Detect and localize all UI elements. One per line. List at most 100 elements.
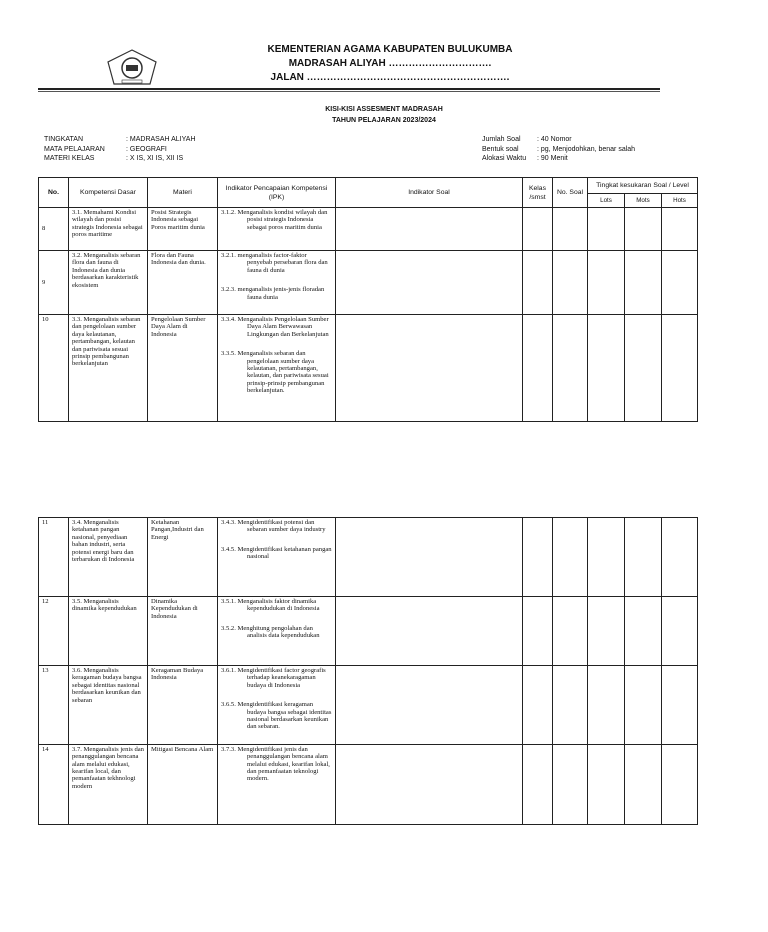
cell-materi: Flora dan Fauna Indonesia dan dunia. — [147, 249, 218, 316]
cell-no-soal[interactable] — [552, 743, 588, 825]
cell-no-soal[interactable] — [552, 665, 588, 745]
cell-indikator-soal[interactable] — [335, 314, 523, 423]
col-mots: Mots — [624, 193, 662, 208]
meta-row: Alokasi Waktu: 90 Menit — [482, 154, 635, 164]
cell-mots[interactable] — [624, 249, 662, 316]
cell-hots[interactable] — [661, 207, 698, 251]
ipk-item: 3.4.3. Mengidentifikasi potensi dan seba… — [221, 519, 326, 534]
ipk-item: 3.2.3. menganalisis jenis-jenis floradan… — [221, 286, 325, 301]
meta-row: TINGKATAN : MADRASAH ALIYAH — [44, 135, 196, 145]
cell-hots[interactable] — [661, 743, 698, 825]
cell-materi: Pengelolaan Sumber Daya Alam di Indonesi… — [147, 314, 218, 423]
cell-no-soal[interactable] — [552, 596, 588, 666]
meta-right: Jumlah Soal: 40 Nomor Bentuk soal: pg, Me… — [482, 135, 635, 164]
kisi-table-2: 11 3.4. Menganalisis ketahanan pangan nas… — [38, 517, 698, 825]
meta-row: MATA PELAJARAN: GEOGRAFI — [44, 145, 196, 155]
cell-ipk: 3.2.1. menganalisis factor-faktor penyeb… — [217, 249, 336, 316]
meta-row: Jumlah Soal: 40 Nomor — [482, 135, 635, 145]
cell-kd: 3.7. Menganalisis jenis dan penanggulang… — [68, 743, 148, 825]
header-rule — [38, 88, 660, 90]
cell-mots[interactable] — [624, 743, 662, 825]
ipk-item: 3.2.1. menganalisis factor-faktor penyeb… — [221, 252, 328, 274]
meta-label: TINGKATAN — [44, 136, 84, 143]
cell-lots[interactable] — [587, 596, 625, 666]
meta-row: Bentuk soal: pg, Menjodohkan, benar sala… — [482, 145, 635, 155]
cell-indikator-soal[interactable] — [335, 249, 523, 316]
meta-label: MATA PELAJARAN — [44, 145, 105, 153]
cell-lots[interactable] — [587, 249, 625, 316]
meta-value: : MADRASAH ALIYAH — [126, 136, 196, 143]
col-ipk: Indikator Pencapaian Kompetensi (IPK) — [217, 177, 336, 208]
cell-mots[interactable] — [624, 665, 662, 745]
cell-no: 9 — [38, 249, 69, 316]
cell-indikator-soal[interactable] — [335, 743, 523, 825]
cell-mots[interactable] — [624, 314, 662, 423]
cell-ipk: 3.4.3. Mengidentifikasi potensi dan seba… — [217, 517, 336, 597]
cell-hots[interactable] — [661, 517, 698, 597]
table-row: 9 3.2. Menganalisis sebaran flora dan fau… — [38, 249, 698, 316]
cell-ipk: 3.5.1. Menganalisis faktor dinamika kepe… — [217, 596, 336, 666]
cell-kelas[interactable] — [522, 743, 553, 825]
col-hots: Hots — [661, 193, 698, 208]
cell-no: 8 — [38, 207, 69, 251]
table-row: 12 3.5. Menganalisis dinamika kependuduka… — [38, 596, 698, 666]
cell-lots[interactable] — [587, 314, 625, 423]
table-row: 14 3.7. Menganalisis jenis dan penanggula… — [38, 743, 698, 825]
ipk-item: 3.5.1. Menganalisis faktor dinamika kepe… — [221, 598, 320, 613]
cell-hots[interactable] — [661, 249, 698, 316]
cell-hots[interactable] — [661, 665, 698, 745]
cell-kd: 3.1. Memahami Kondisi wilayah dan posisi… — [68, 207, 148, 251]
ipk-item: 3.4.5. Mengidentifikasi ketahanan pangan… — [221, 545, 332, 561]
cell-kelas[interactable] — [522, 314, 553, 423]
cell-indikator-soal[interactable] — [335, 665, 523, 745]
header-line3: JALAN ……………………………………………………. — [270, 72, 510, 83]
cell-hots[interactable] — [661, 314, 698, 423]
table-row: 11 3.4. Menganalisis ketahanan pangan nas… — [38, 517, 698, 597]
cell-kelas[interactable] — [522, 517, 553, 597]
ipk-item: 3.5.2. Menghitung pengolahan dan analisi… — [221, 624, 320, 640]
ipk-item: 3.6.1. Mengidentifikasi factor geografis… — [221, 667, 326, 689]
meta-label: MATERI KELAS — [44, 155, 95, 162]
cell-kelas[interactable] — [522, 665, 553, 745]
table-row: 10 3.3. Menganalisis sebaran dan pengelol… — [38, 314, 698, 423]
cell-kelas[interactable] — [522, 249, 553, 316]
cell-materi: Dinamika Kependudukan di Indonesia — [147, 596, 218, 666]
header-line1: KEMENTERIAN AGAMA KABUPATEN BULUKUMBA — [267, 44, 513, 55]
cell-ipk: 3.6.1. Mengidentifikasi factor geografis… — [217, 665, 336, 745]
cell-no-soal[interactable] — [552, 207, 588, 251]
ipk-item: 3.3.4. Menganalisis Pengelolaan Sumber D… — [221, 316, 329, 338]
cell-mots[interactable] — [624, 207, 662, 251]
header-line2: MADRASAH ALIYAH …………………………. — [288, 58, 492, 69]
cell-no-soal[interactable] — [552, 249, 588, 316]
cell-indikator-soal[interactable] — [335, 596, 523, 666]
cell-lots[interactable] — [587, 207, 625, 251]
cell-mots[interactable] — [624, 517, 662, 597]
cell-mots[interactable] — [624, 596, 662, 666]
cell-no: 14 — [38, 743, 69, 825]
ipk-item: 3.3.5. Menganalisis sebaran dan pengelol… — [221, 350, 329, 395]
meta-label: Jumlah Soal — [482, 136, 521, 143]
cell-indikator-soal[interactable] — [335, 517, 523, 597]
cell-kelas[interactable] — [522, 207, 553, 251]
cell-indikator-soal[interactable] — [335, 207, 523, 251]
ipk-item: 3.1.2. Menganalisis kondisi wilayah dan … — [221, 209, 328, 231]
cell-ipk: 3.3.4. Menganalisis Pengelolaan Sumber D… — [217, 314, 336, 423]
meta-value: : 90 Menit — [537, 155, 568, 162]
cell-materi: Posisi Strategis Indonesia sebagai Poros… — [147, 207, 218, 251]
cell-no-soal[interactable] — [552, 517, 588, 597]
cell-kelas[interactable] — [522, 596, 553, 666]
cell-hots[interactable] — [661, 596, 698, 666]
cell-no: 11 — [38, 517, 69, 597]
cell-no-soal[interactable] — [552, 314, 588, 423]
cell-kd: 3.4. Menganalisis ketahanan pangan nasio… — [68, 517, 148, 597]
cell-lots[interactable] — [587, 517, 625, 597]
meta-value: : pg, Menjodohkan, benar salah — [537, 145, 636, 153]
meta-row: MATERI KELAS: X IS, XI IS, XII IS — [44, 154, 196, 164]
ipk-item: 3.7.3. Mengidentifikasi jenis dan penang… — [221, 745, 330, 783]
cell-ipk: 3.7.3. Mengidentifikasi jenis dan penang… — [217, 743, 336, 825]
cell-lots[interactable] — [587, 743, 625, 825]
col-kelas: Kelas /smst — [522, 177, 553, 208]
cell-lots[interactable] — [587, 665, 625, 745]
table-row: 8 3.1. Memahami Kondisi wilayah dan posis… — [38, 207, 698, 251]
cell-no: 13 — [38, 665, 69, 745]
